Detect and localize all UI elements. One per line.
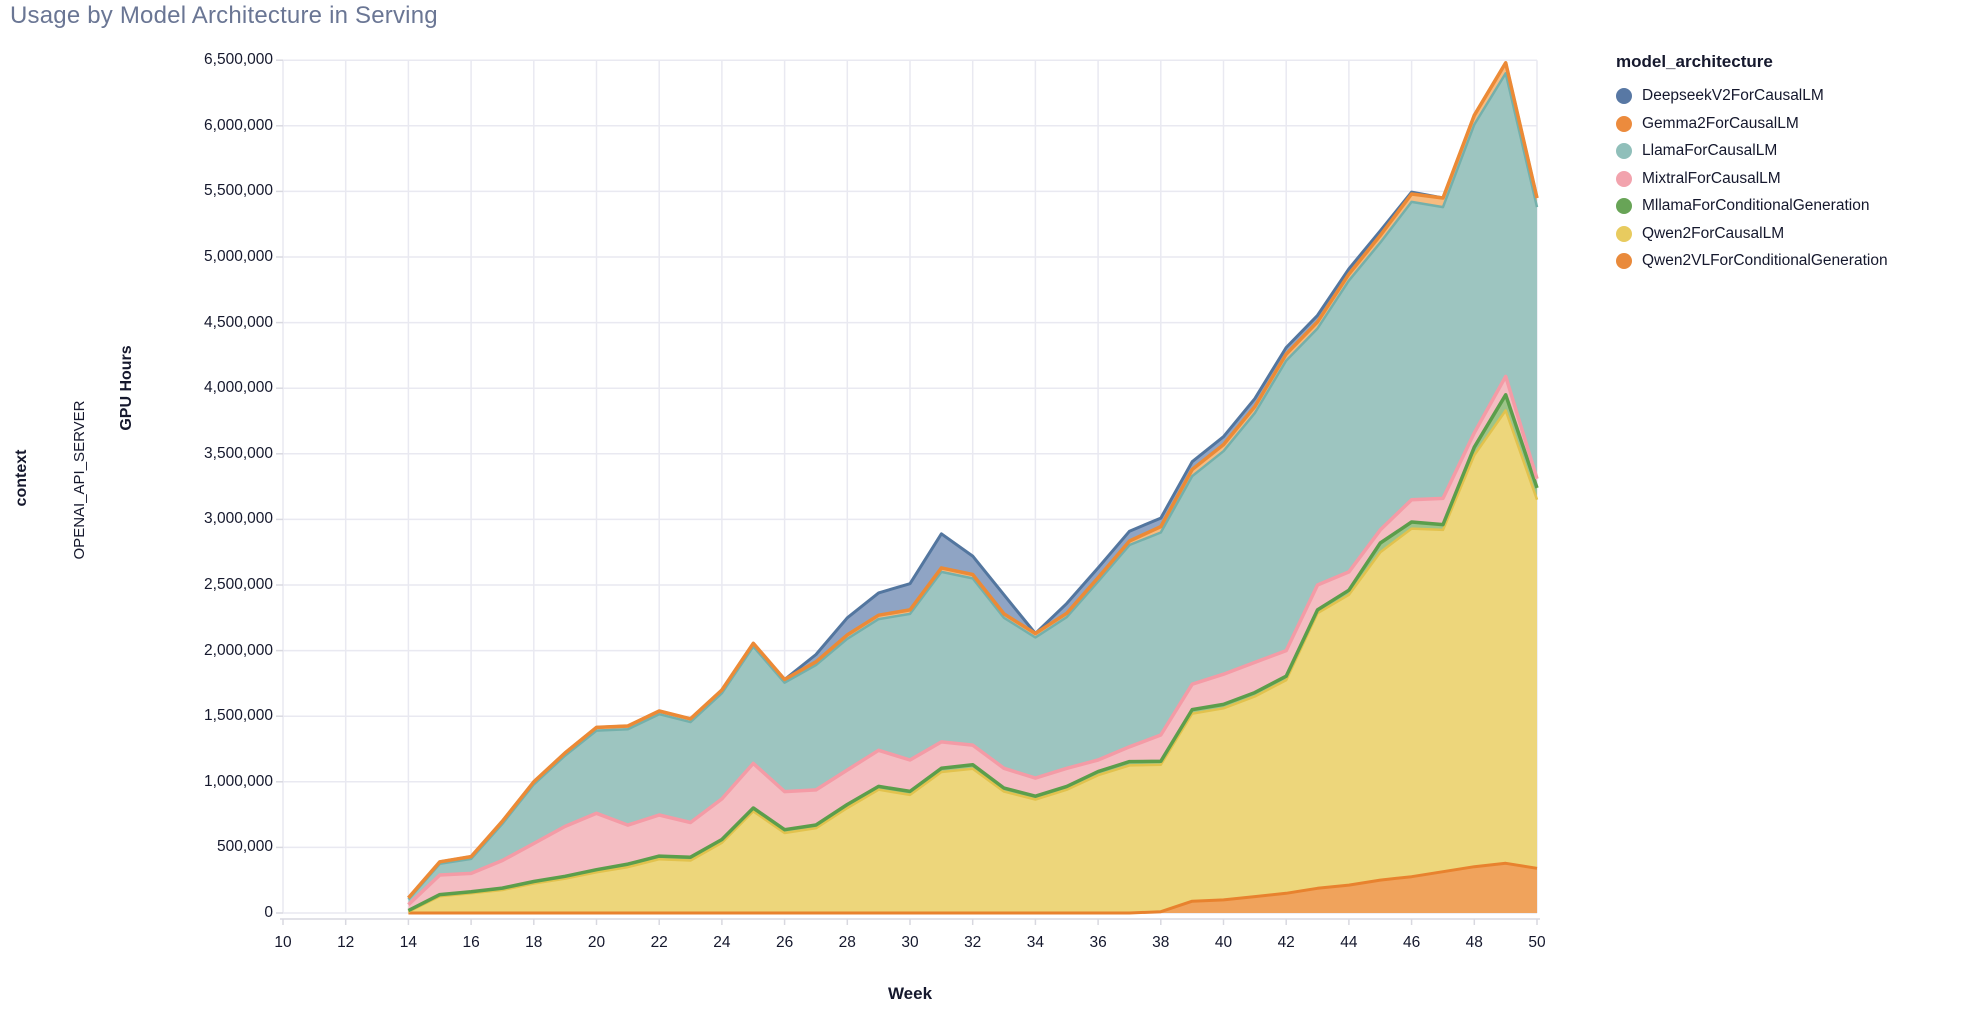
legend-title: model_architecture [1616, 52, 1773, 71]
legend-swatch-icon [1616, 198, 1632, 214]
area-band-Qwen2ForCausalLM [408, 410, 1537, 913]
y-tick-label: 2,500,000 [204, 576, 273, 593]
y-tick-label: 6,500,000 [204, 51, 273, 69]
y-axis-title: GPU Hours [118, 345, 135, 431]
x-tick-label: 48 [1465, 934, 1483, 951]
legend-item-label: DeepseekV2ForCausalLM [1642, 87, 1824, 104]
y-tick-label: 3,500,000 [204, 444, 273, 462]
legend-item-label: LlamaForCausalLM [1642, 142, 1778, 159]
y-tick-label: 500,000 [216, 838, 273, 856]
area-band-LlamaForCausalLM [408, 73, 1537, 905]
area-band-MixtralForCausalLM [408, 376, 1537, 911]
x-tick-label: 36 [1089, 934, 1107, 951]
legend-swatch-icon [1616, 225, 1632, 242]
legend-items: DeepseekV2ForCausalLM Gemma2ForCausalLM Ll… [1616, 88, 1966, 269]
series-line-MixtralForCausalLM [407, 374, 1539, 906]
y-tick-label: 2,000,000 [204, 641, 273, 659]
x-tick-label: 22 [650, 934, 668, 951]
area-band-Qwen2VLForConditionalGeneration [408, 863, 1537, 913]
legend-item: LlamaForCausalLM [1616, 143, 1966, 159]
y-tick-label: 5,500,000 [204, 182, 273, 200]
x-tick-label: 42 [1277, 934, 1295, 951]
legend-item-label: MllamaForConditionalGeneration [1642, 197, 1870, 214]
y-tick-label: 6,000,000 [204, 116, 273, 134]
x-tick-label: 28 [838, 934, 856, 951]
y-tick-label: 4,000,000 [204, 379, 273, 397]
x-tick-label: 38 [1152, 934, 1170, 951]
y-tick-label: 1,000,000 [204, 772, 273, 790]
x-tick-label: 14 [399, 934, 418, 951]
y-tick-label: 4,500,000 [204, 313, 273, 331]
legend-item: MllamaForConditionalGeneration [1616, 198, 1966, 214]
x-tick-label: 24 [713, 934, 731, 951]
legend-item: Gemma2ForCausalLM [1616, 114, 1966, 132]
x-tick-label: 46 [1402, 934, 1421, 951]
x-tick-label: 26 [775, 934, 794, 951]
y-tick-label: 1,500,000 [204, 707, 273, 725]
legend-item-label: Qwen2ForCausalLM [1642, 224, 1785, 242]
legend-item: Qwen2ForCausalLM [1616, 224, 1966, 242]
x-tick-label: 50 [1528, 934, 1546, 951]
x-tick-label: 16 [462, 934, 480, 951]
legend-item: Qwen2VLForConditionalGeneration [1616, 253, 1966, 269]
facet-value-label: OPENAI_API_SERVER [71, 400, 88, 560]
y-tick-label: 5,000,000 [204, 248, 273, 265]
legend-item-label: Qwen2VLForConditionalGeneration [1642, 252, 1888, 269]
x-tick-label: 32 [964, 934, 982, 951]
y-tick-label: 0 [264, 904, 273, 921]
x-axis-title: Week [887, 984, 933, 1003]
x-tick-label: 12 [337, 934, 355, 951]
series-line-Gemma2ForCausalLM [407, 61, 1539, 900]
x-tick-label: 44 [1340, 934, 1358, 951]
x-tick-label: 20 [587, 934, 606, 951]
series-line-LlamaForCausalLM [407, 72, 1539, 901]
series-line-Qwen2VLForConditionalGeneration [408, 861, 1538, 915]
x-tick-label: 10 [274, 934, 292, 951]
legend-swatch-icon [1616, 143, 1632, 159]
x-tick-label: 30 [901, 934, 919, 951]
x-tick-label: 18 [525, 934, 543, 951]
series-line-Qwen2ForCausalLM [407, 409, 1539, 913]
legend-item: DeepseekV2ForCausalLM [1616, 88, 1966, 104]
legend-item: MixtralForCausalLM [1616, 169, 1966, 187]
series-line-MllamaForConditionalGeneration [407, 393, 1539, 913]
x-tick-label: 34 [1026, 934, 1045, 951]
legend: model_architecture DeepseekV2ForCausalLM… [1616, 52, 1966, 281]
legend-swatch-icon [1616, 170, 1632, 187]
legend-swatch-icon [1616, 88, 1632, 104]
legend-swatch-icon [1616, 253, 1632, 269]
facet-field-label: context [13, 449, 30, 507]
legend-item-label: MixtralForCausalLM [1642, 169, 1781, 187]
x-tick-label: 40 [1214, 934, 1233, 951]
y-tick-label: 3,000,000 [204, 510, 273, 528]
page-title: Usage by Model Architecture in Serving [10, 2, 438, 29]
legend-item-label: Gemma2ForCausalLM [1642, 114, 1799, 132]
legend-swatch-icon [1616, 115, 1632, 132]
